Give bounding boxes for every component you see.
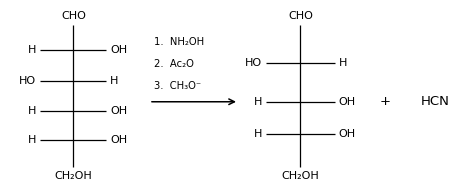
Text: OH: OH (339, 129, 356, 139)
Text: CH₂OH: CH₂OH (281, 171, 319, 181)
Text: H: H (28, 135, 36, 145)
Text: CH₂OH: CH₂OH (54, 171, 92, 181)
Text: HO: HO (245, 58, 262, 68)
Text: 3.  CH₃O⁻: 3. CH₃O⁻ (154, 81, 201, 91)
Text: HO: HO (19, 76, 36, 86)
Text: OH: OH (339, 97, 356, 107)
Text: 1.  NH₂OH: 1. NH₂OH (154, 37, 204, 47)
Text: 2.  Ac₂O: 2. Ac₂O (154, 59, 193, 69)
Text: HCN: HCN (420, 95, 450, 108)
Text: CHO: CHO (288, 11, 313, 21)
Text: OH: OH (110, 135, 127, 145)
Text: H: H (28, 45, 36, 55)
Text: H: H (110, 76, 119, 86)
Text: H: H (339, 58, 347, 68)
Text: H: H (254, 97, 262, 107)
Text: H: H (254, 129, 262, 139)
Text: OH: OH (110, 106, 127, 116)
Text: CHO: CHO (61, 11, 86, 21)
Text: OH: OH (110, 45, 127, 55)
Text: +: + (380, 95, 391, 108)
Text: H: H (28, 106, 36, 116)
